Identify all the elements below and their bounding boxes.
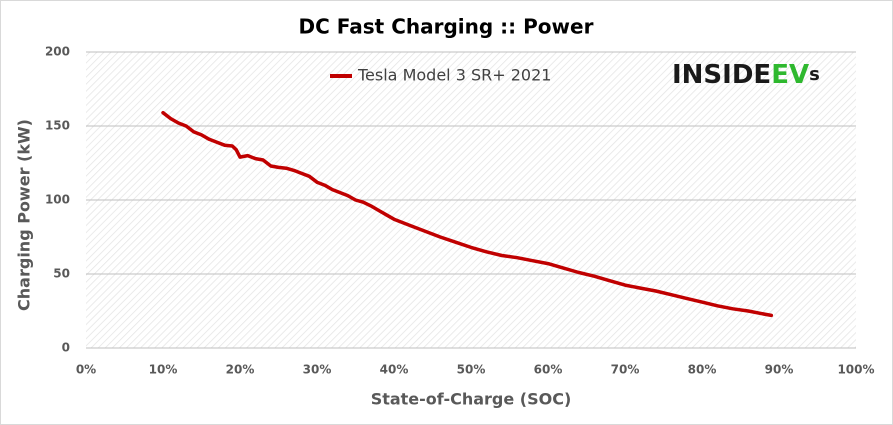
logo-part: EV — [771, 60, 809, 90]
y-tick-label: 100 — [45, 193, 70, 207]
line — [161, 110, 774, 318]
x-tick-label: 90% — [765, 363, 794, 377]
x-tick-label: 50% — [457, 363, 486, 377]
x-tick-label: 0% — [76, 363, 96, 377]
y-tick-label: 0 — [62, 341, 70, 355]
x-tick-label: 10% — [149, 363, 178, 377]
x-tick-label: 60% — [534, 363, 563, 377]
logo-part: s — [809, 64, 820, 85]
x-tick-label: 20% — [226, 363, 255, 377]
y-axis-label: Charging Power (kW) — [15, 119, 34, 311]
x-tick-label: 30% — [303, 363, 332, 377]
x-axis-label: State-of-Charge (SOC) — [371, 390, 572, 409]
x-tick-label: 40% — [380, 363, 409, 377]
x-tick-label: 70% — [611, 363, 640, 377]
x-tick-label: 100% — [837, 363, 874, 377]
y-tick-label: 50 — [53, 267, 70, 281]
logo-part: INSIDE — [672, 60, 771, 90]
x-tick-label: 80% — [688, 363, 717, 377]
chart-title: DC Fast Charging :: Power — [299, 15, 594, 39]
y-tick-label: 150 — [45, 119, 70, 133]
legend-label: Tesla Model 3 SR+ 2021 — [357, 66, 551, 85]
logo: INSIDEEVs — [672, 60, 820, 90]
y-tick-label: 200 — [45, 45, 70, 59]
